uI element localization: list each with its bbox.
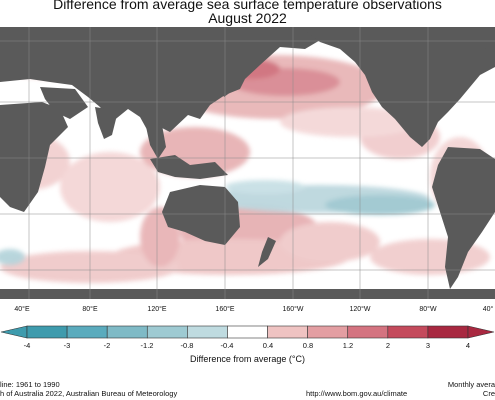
eurasia — [0, 27, 330, 135]
colorbar-cell — [387, 325, 429, 339]
arabia — [40, 87, 88, 119]
cb-label-2: 2 — [385, 341, 391, 350]
cb-label-4: 4 — [465, 341, 471, 350]
colorbar-cell — [267, 325, 308, 339]
lon-label-80e: 80°E — [82, 306, 98, 313]
cb-label-m3: -3 — [63, 341, 71, 350]
footer-monthly: Monthly avera — [447, 380, 495, 389]
colorbar-cell — [66, 325, 108, 339]
maritime-continent — [150, 155, 228, 179]
title-line-2: August 2022 — [208, 10, 287, 26]
antarctica — [0, 289, 495, 299]
cb-label-m1-2: -1.2 — [140, 341, 154, 350]
africa — [0, 102, 68, 212]
colorbar-arrow-high — [467, 325, 495, 339]
new-zealand — [258, 237, 276, 267]
footer-baseline: line: 1961 to 1990 — [0, 380, 60, 389]
colorbar-title: Difference from average (°C) — [190, 354, 305, 364]
graticule — [0, 27, 495, 299]
colorbar-cell — [26, 325, 68, 339]
cb-label-m2: -2 — [103, 341, 111, 350]
lon-label-120e: 120°E — [147, 306, 167, 313]
title-line-1: Difference from average sea surface temp… — [53, 0, 442, 12]
colorbar-arrow-low — [0, 325, 28, 339]
cb-label-3: 3 — [425, 341, 431, 350]
cb-label-m0-4: -0.4 — [220, 341, 234, 350]
indochina — [145, 122, 166, 159]
australia — [162, 185, 240, 245]
cb-label-0-8: 0.8 — [302, 341, 314, 350]
south-america — [432, 147, 495, 289]
north-america — [300, 27, 495, 147]
colorbar-cell — [146, 325, 188, 339]
footer-copyright: h of Australia 2022, Australian Bureau o… — [0, 389, 178, 398]
greenland — [470, 27, 495, 52]
cb-label-1-2: 1.2 — [342, 341, 354, 350]
india — [95, 107, 118, 139]
japan — [220, 65, 238, 97]
colorbar-cell — [347, 325, 389, 339]
lon-label-160w: 160°W — [282, 306, 304, 313]
lon-label-80w: 80°W — [419, 306, 437, 313]
colorbar — [0, 325, 495, 339]
lon-label-40: 40° — [482, 306, 494, 313]
cb-label-m0-8: -0.8 — [180, 341, 194, 350]
lon-label-160e: 160°E — [215, 306, 235, 313]
land-masses — [0, 27, 495, 299]
colorbar-cell — [427, 325, 469, 339]
colorbar-cell — [187, 325, 228, 339]
colorbar-cell — [307, 325, 349, 339]
cb-label-0-4: 0.4 — [262, 341, 274, 350]
colorbar-cell — [106, 325, 148, 339]
footer-credit: Cre — [482, 389, 495, 398]
sst-anomaly-map — [0, 27, 495, 299]
lon-label-120w: 120°W — [349, 306, 371, 313]
lon-label-40e: 40°E — [14, 306, 30, 313]
cb-label-m4: -4 — [23, 341, 31, 350]
footer-url-link[interactable]: http://www.bom.gov.au/climate — [306, 389, 408, 398]
colorbar-cell — [227, 325, 268, 339]
